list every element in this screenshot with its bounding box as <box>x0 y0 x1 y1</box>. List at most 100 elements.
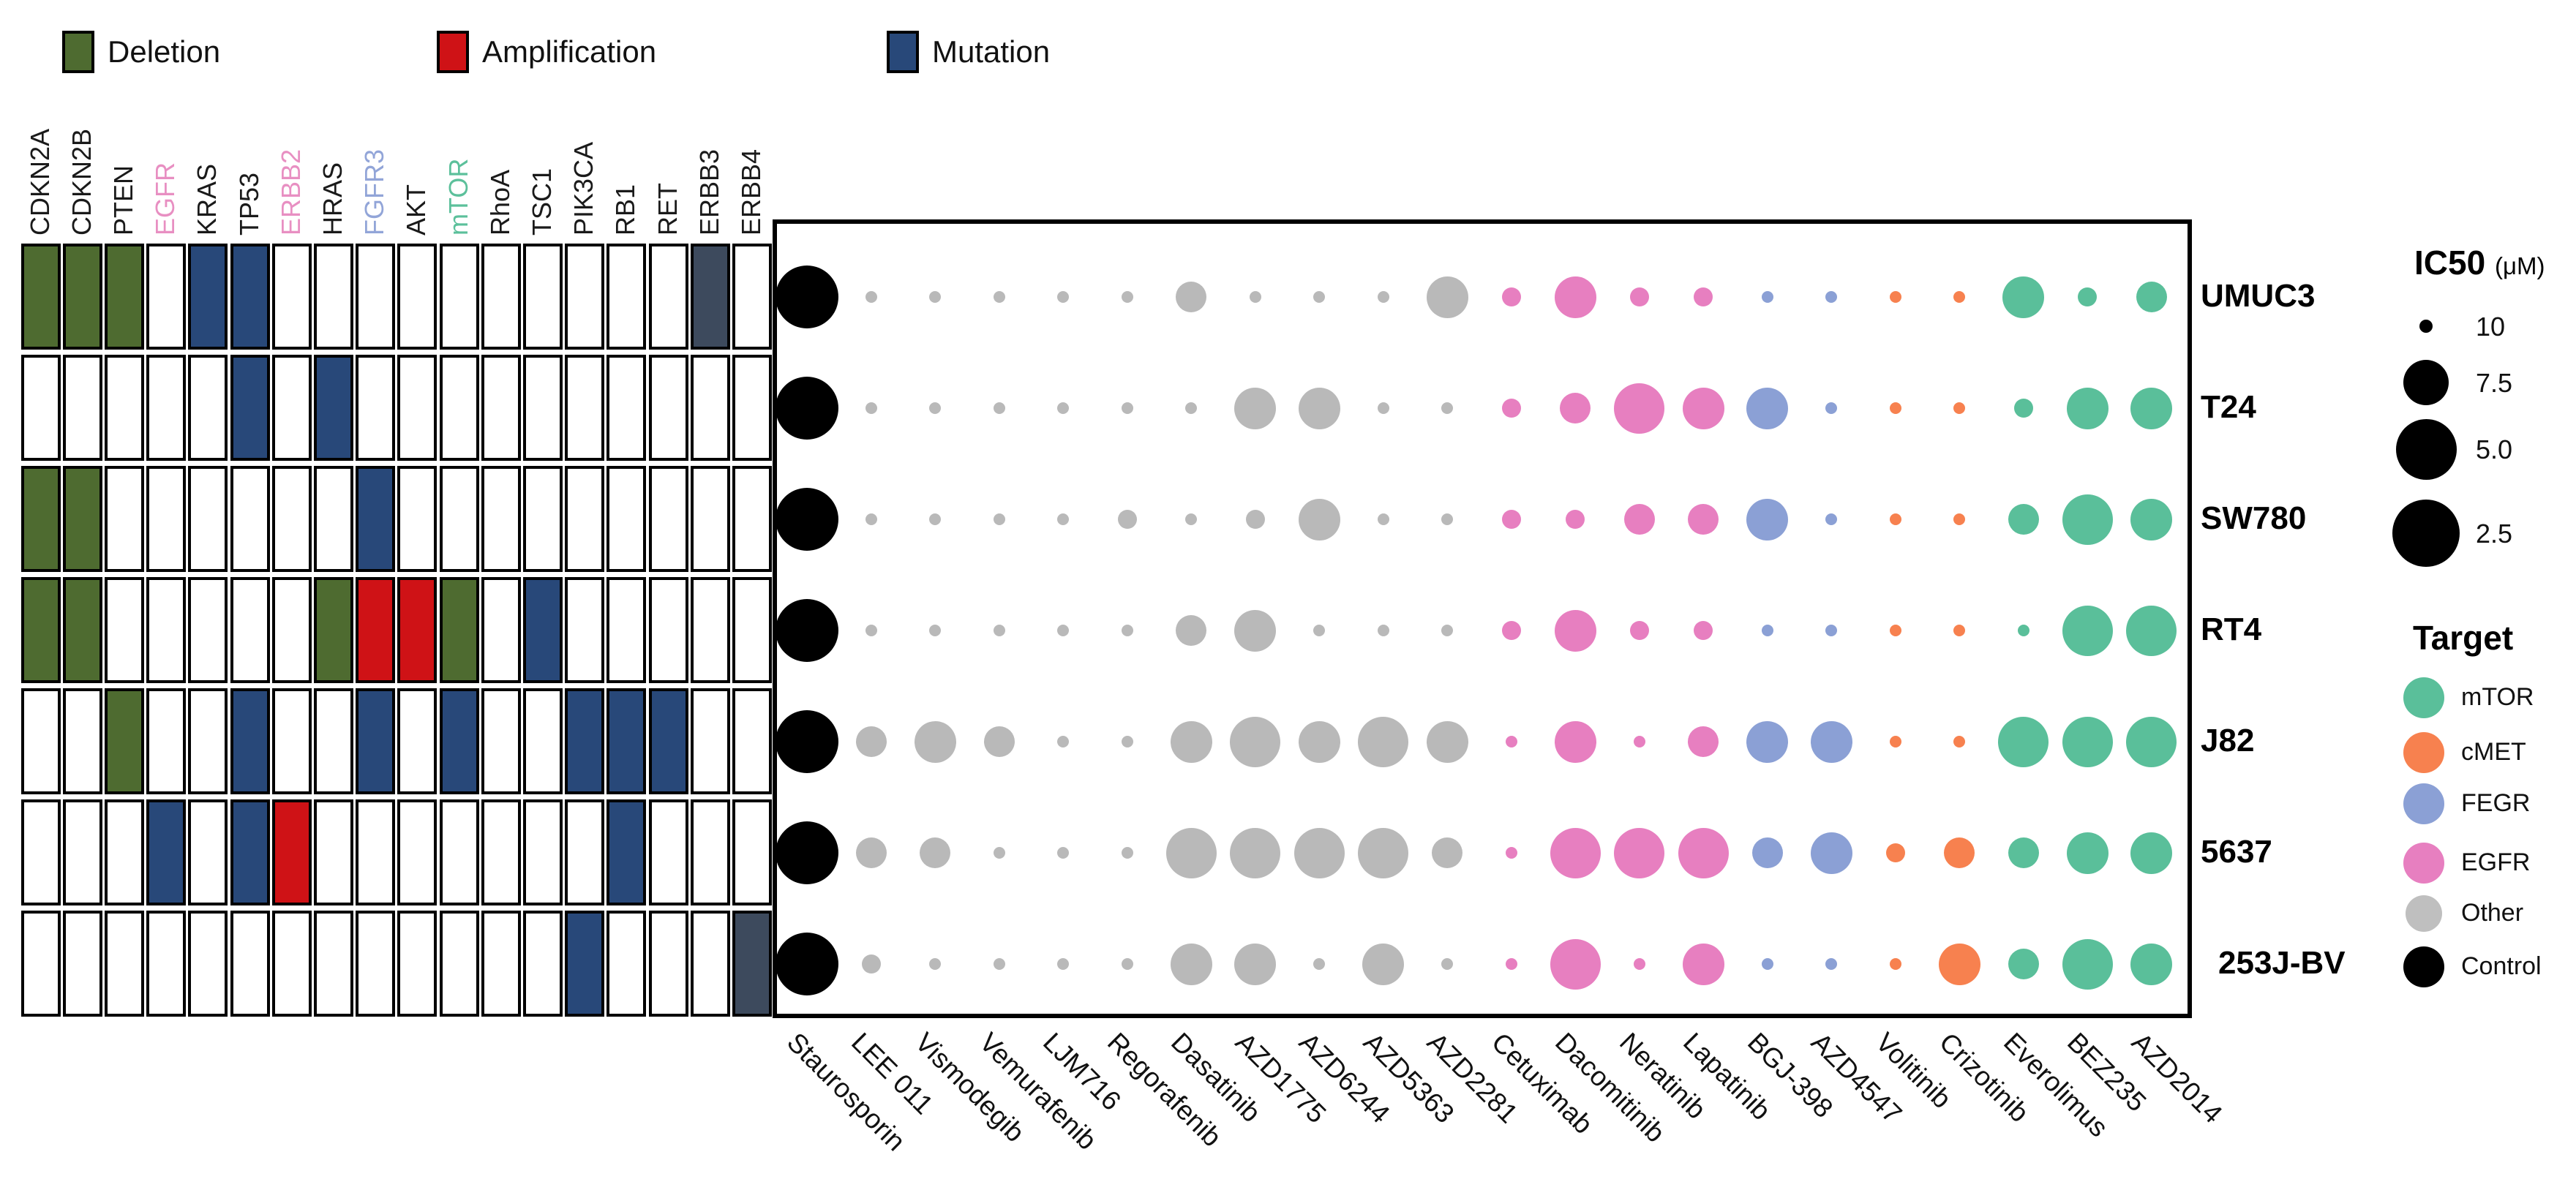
oncoprint-cell <box>690 577 730 683</box>
oncoprint-cell <box>648 244 688 350</box>
cell-line-label-UMUC3: UMUC3 <box>2201 278 2316 314</box>
ic50-bubble <box>1362 943 1404 985</box>
ic50-bubble <box>776 266 838 328</box>
oncoprint-cell <box>356 799 396 905</box>
target-dot-Other <box>2406 895 2442 932</box>
oncoprint-cell <box>230 466 270 572</box>
ic50-bubble <box>914 720 956 763</box>
oncoprint-cell <box>271 799 312 905</box>
oncoprint-cell <box>522 466 563 572</box>
oncoprint-cell <box>607 688 647 794</box>
oncoprint-cell <box>356 577 396 683</box>
ic50-bubble <box>1889 513 1901 525</box>
ic50-bubble <box>1694 287 1713 306</box>
ic50-bubble <box>1751 837 1783 868</box>
oncoprint-cell <box>188 799 228 905</box>
ic50-legend-title: IC50 (μM) <box>2414 243 2545 282</box>
ic50-bubble <box>1117 510 1137 529</box>
oncoprint-cell <box>397 466 438 572</box>
oncoprint-cell <box>104 577 144 683</box>
ic50-bubble <box>1426 276 1468 318</box>
ic50-bubble <box>1629 287 1649 306</box>
ic50-bubble <box>1505 958 1517 970</box>
ic50-bubble <box>2078 287 2097 306</box>
mutation-label: Mutation <box>932 34 1051 69</box>
oncoprint-cell <box>271 244 312 350</box>
ic50-bubble <box>1249 291 1261 303</box>
oncoprint-cell <box>648 688 688 794</box>
oncoprint-cell <box>565 244 605 350</box>
oncoprint-cell <box>397 911 438 1017</box>
ic50-bubble <box>1682 387 1724 429</box>
ic50-bubble <box>993 291 1005 303</box>
ic50-bubble <box>1761 291 1773 303</box>
gene-label-CDKN2B: CDKN2B <box>66 128 97 236</box>
oncoprint-cell <box>104 799 144 905</box>
ic50-bubble <box>1057 958 1069 970</box>
ic50-bubble <box>1746 387 1788 429</box>
cell-line-label-SW780: SW780 <box>2201 500 2307 536</box>
ic50-bubble <box>1293 827 1345 878</box>
oncoprint-cell <box>607 799 647 905</box>
ic50-bubble <box>2066 832 2109 874</box>
cell-line-label-T24: T24 <box>2201 389 2256 425</box>
ic50-bubble <box>993 847 1005 859</box>
ic50-bubble <box>1682 943 1724 985</box>
oncoprint-cell <box>481 688 521 794</box>
ic50-bubble <box>1889 402 1901 414</box>
oncoprint-cell <box>648 355 688 461</box>
ic50-bubble <box>2130 387 2172 429</box>
ic50-bubble <box>1121 958 1133 970</box>
oncoprint-cell <box>104 911 144 1017</box>
ic50-bubble <box>2126 716 2177 767</box>
ic50-bubble <box>1505 736 1517 747</box>
ic50-bubble <box>1121 625 1133 636</box>
ic50-bubble <box>1358 827 1408 878</box>
oncoprint-cell <box>356 911 396 1017</box>
oncoprint-cell <box>565 577 605 683</box>
ic50-bubble-chart <box>773 219 2192 1018</box>
oncoprint-cell <box>104 466 144 572</box>
ic50-bubble <box>776 599 838 662</box>
ic50-bubble <box>1441 513 1453 525</box>
ic50-bubble <box>1121 847 1133 859</box>
target-label-Other: Other <box>2461 899 2524 927</box>
ic50-bubble <box>1501 399 1521 418</box>
oncoprint-cell <box>230 355 270 461</box>
oncoprint-cell <box>565 466 605 572</box>
oncoprint-cell <box>20 577 61 683</box>
ic50-bubble <box>1889 958 1901 970</box>
ic50-bubble <box>1944 837 1975 868</box>
oncoprint-cell <box>62 911 102 1017</box>
ic50-bubble <box>1889 625 1901 636</box>
ic50-size-dot-10 <box>2419 320 2433 333</box>
ic50-bubble <box>1176 282 1206 312</box>
target-label-Control: Control <box>2461 952 2542 980</box>
target-dot-EGFR <box>2403 843 2444 884</box>
target-dot-Control <box>2403 946 2444 987</box>
oncoprint-cell <box>62 466 102 572</box>
oncoprint-cell <box>565 688 605 794</box>
ic50-bubble <box>929 513 941 525</box>
ic50-bubble <box>993 513 1005 525</box>
ic50-bubble <box>855 726 887 757</box>
gene-label-KRAS: KRAS <box>192 163 222 236</box>
ic50-bubble <box>1057 847 1069 859</box>
ic50-title-text: IC50 <box>2414 244 2486 282</box>
ic50-bubble <box>993 625 1005 636</box>
ic50-bubble <box>1746 720 1788 763</box>
oncoprint-cell <box>397 577 438 683</box>
oncoprint-cell <box>313 466 353 572</box>
target-label-mTOR: mTOR <box>2461 683 2534 711</box>
oncoprint-cell <box>690 355 730 461</box>
deletion-label: Deletion <box>108 34 221 69</box>
ic50-bubble <box>1889 291 1901 303</box>
amplification-label: Amplification <box>482 34 657 69</box>
oncoprint-cell <box>481 799 521 905</box>
oncoprint-cell <box>62 799 102 905</box>
ic50-bubble <box>1629 621 1649 640</box>
ic50-bubble <box>1298 387 1340 429</box>
gene-label-HRAS: HRAS <box>318 162 348 236</box>
ic50-bubble <box>1746 498 1788 541</box>
